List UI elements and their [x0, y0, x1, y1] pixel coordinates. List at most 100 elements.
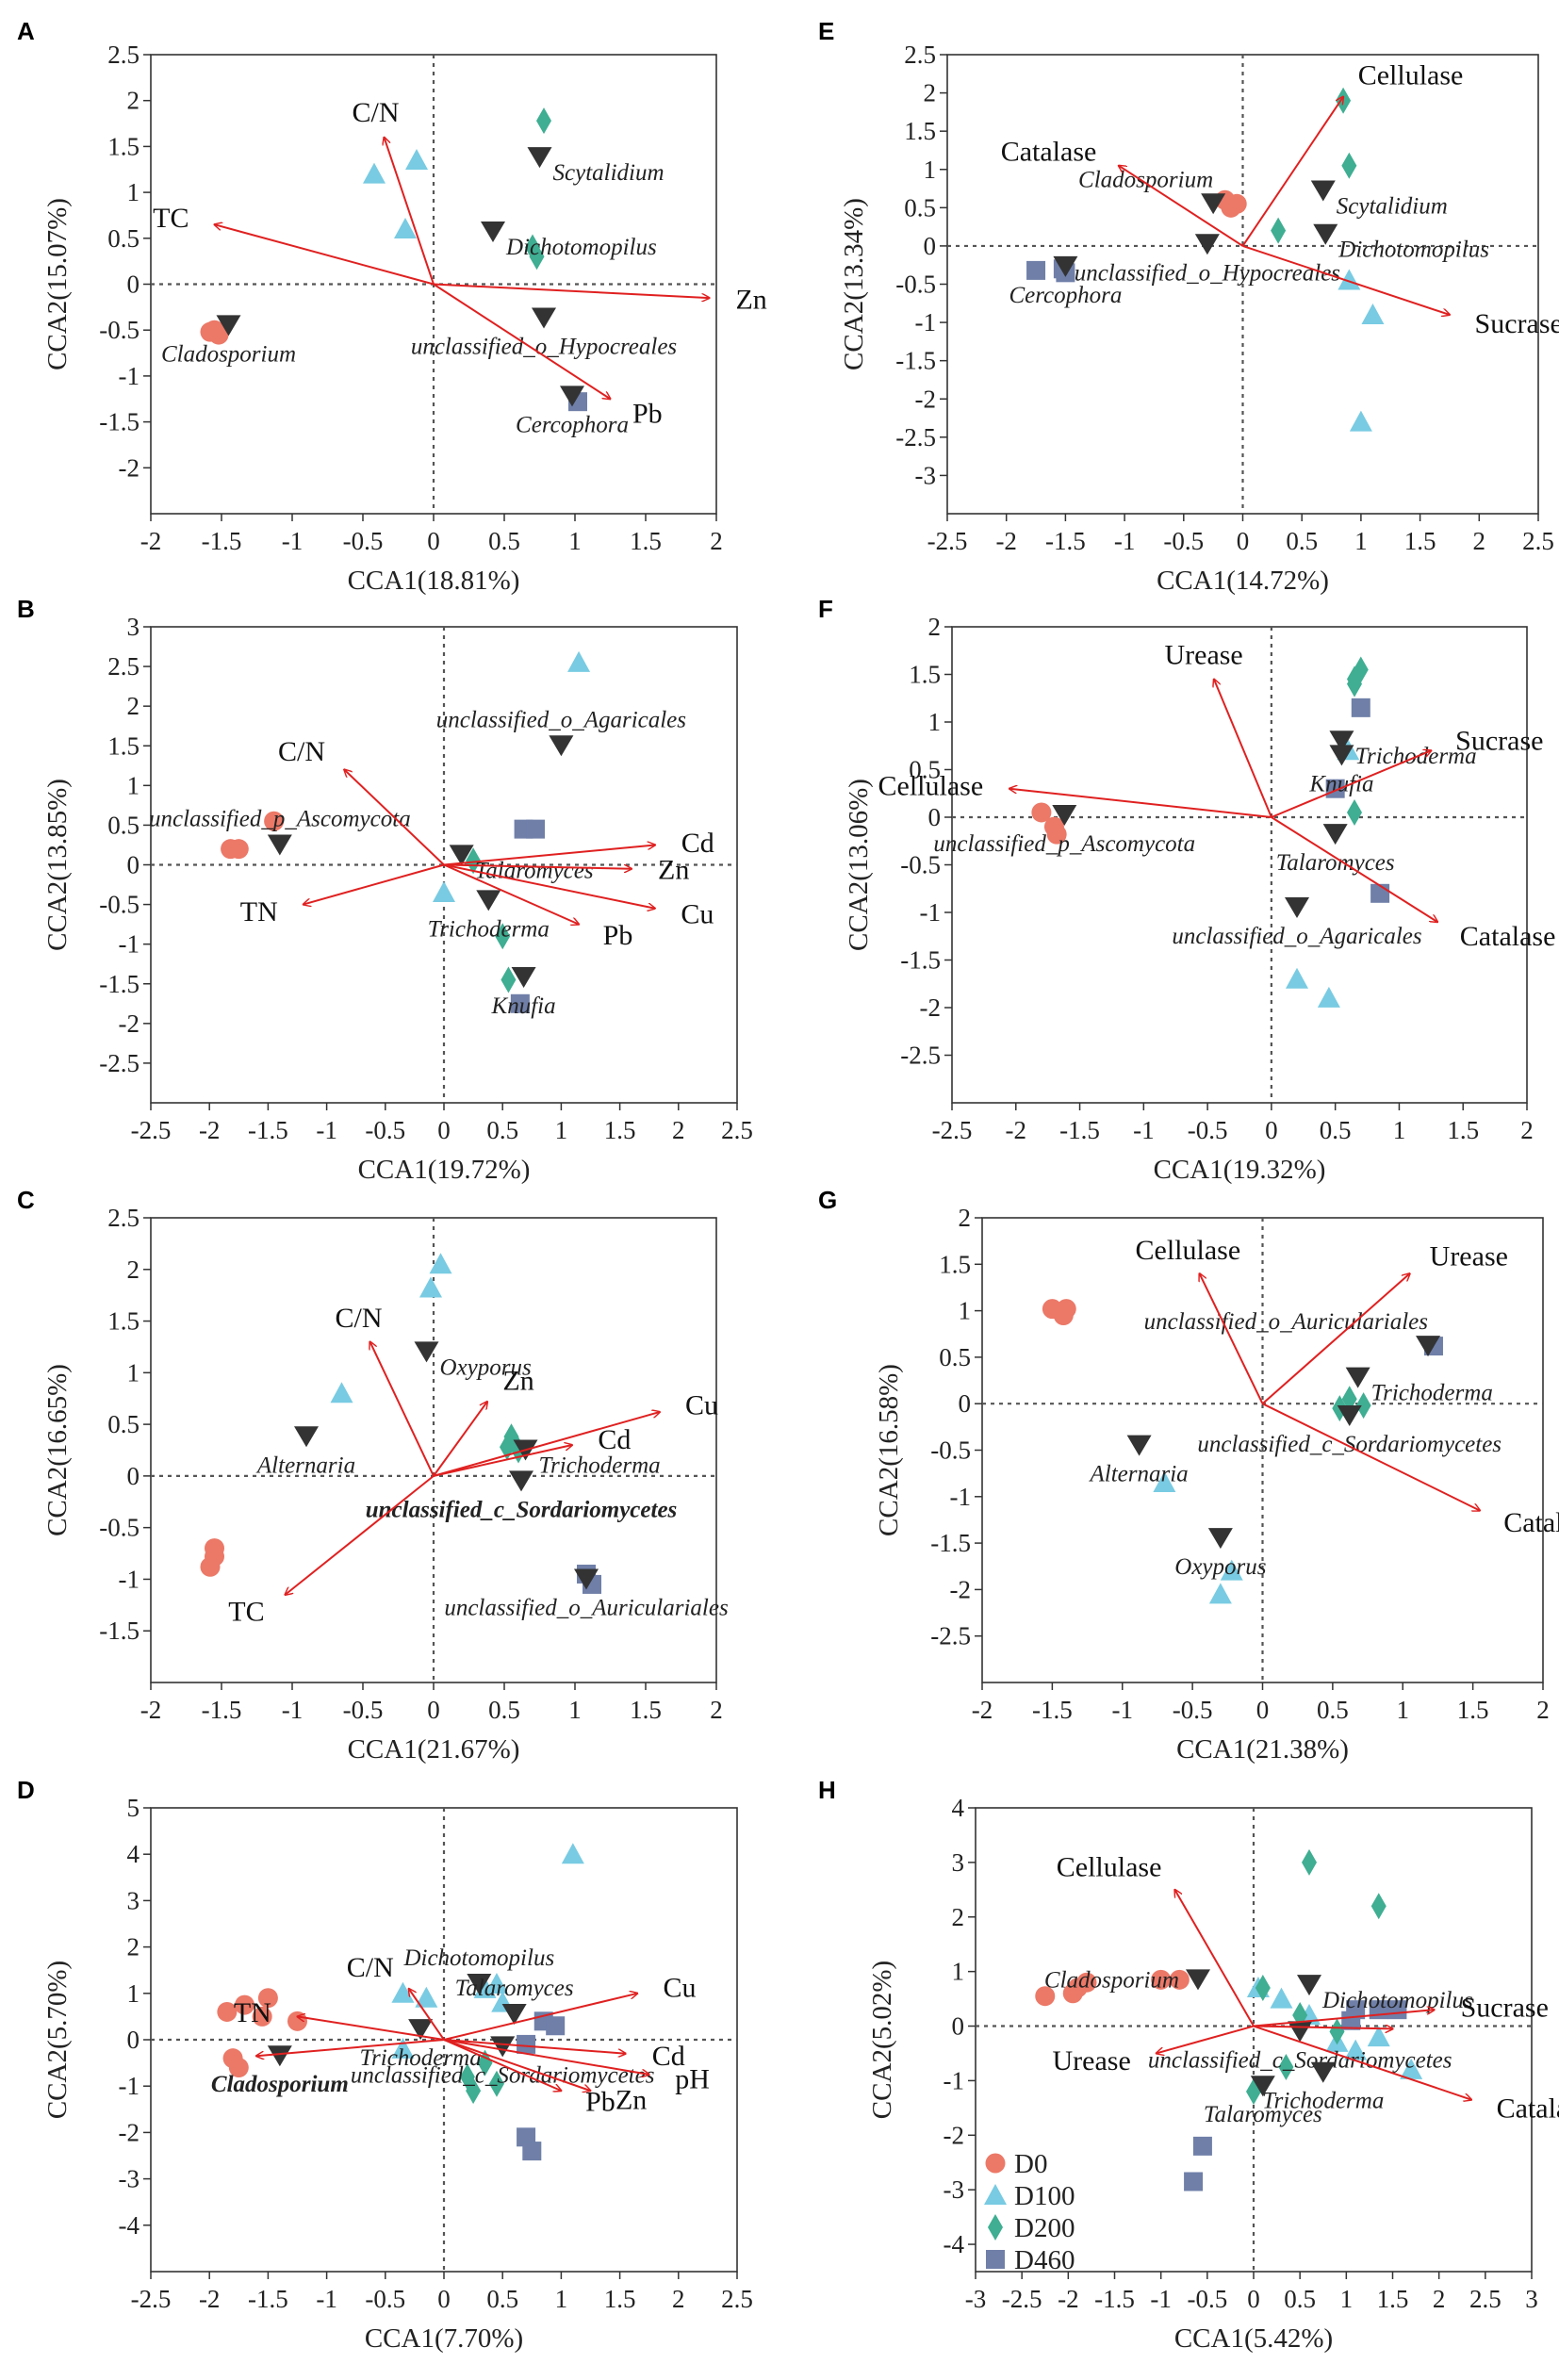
env-arrow — [443, 2039, 561, 2091]
species-marker — [1297, 1975, 1321, 1996]
env-arrow-label: C/N — [278, 736, 325, 767]
panel-label: H — [818, 1776, 836, 1804]
species-label: unclassified_c_Sordariomycetes — [351, 2062, 655, 2088]
sample-d200 — [1271, 217, 1287, 244]
x-tick-label: -0.5 — [1188, 1116, 1228, 1144]
species-marker — [1416, 1336, 1441, 1357]
sample-d200 — [1255, 1975, 1271, 2002]
x-tick-label: -1.5 — [1094, 2285, 1135, 2313]
legend-label-d100: D100 — [1014, 2181, 1075, 2211]
env-arrow — [1253, 2010, 1435, 2027]
y-tick-label: 0.5 — [909, 756, 941, 784]
y-tick-label: 0 — [928, 803, 942, 831]
species-marker — [490, 2036, 516, 2058]
y-tick-label: 2 — [952, 1903, 965, 1931]
y-tick-label: 3 — [127, 1886, 140, 1914]
x-tick-label: -0.5 — [365, 1116, 405, 1144]
y-tick-label: 0.5 — [107, 811, 139, 839]
env-arrow — [304, 863, 445, 905]
x-tick-label: 0.5 — [1320, 1116, 1352, 1144]
sample-d100 — [405, 149, 428, 171]
y-tick-label: -2.5 — [895, 423, 936, 451]
species-marker — [501, 2003, 527, 2025]
x-tick-label: 1.5 — [630, 1696, 662, 1724]
sample-d100 — [429, 1253, 452, 1274]
sample-d0 — [221, 839, 241, 860]
legend-marker-d100 — [984, 2184, 1007, 2205]
y-tick-label: 1 — [959, 1297, 972, 1325]
species-marker — [294, 1426, 319, 1448]
x-axis-label: CCA1(7.70%) — [365, 2323, 523, 2354]
species-label: Knufia — [491, 993, 556, 1019]
y-tick-label: -0.5 — [99, 891, 139, 919]
species-label: Cladosporium — [161, 341, 296, 367]
x-tick-label: -2 — [199, 1116, 221, 1144]
y-tick-label: 2 — [924, 79, 937, 107]
env-arrow-label: Urease — [1164, 640, 1242, 671]
env-arrow — [443, 1994, 637, 2041]
species-label: unclassified_o_Auriculariales — [1144, 1309, 1428, 1335]
species-marker — [1337, 1405, 1362, 1427]
y-tick-label: 2 — [127, 87, 140, 115]
sample-d100 — [1208, 1583, 1232, 1604]
sample-d200 — [495, 923, 511, 950]
x-tick-label: -0.5 — [343, 1696, 384, 1724]
env-arrow — [443, 2039, 649, 2075]
y-tick-label: 2 — [127, 1933, 140, 1961]
x-tick-label: 0.5 — [486, 2285, 518, 2313]
x-tick-label: 1.5 — [1457, 1696, 1489, 1724]
env-arrow-label: TN — [234, 1997, 271, 2028]
env-arrow-label: Cd — [681, 828, 714, 859]
x-tick-label: 1.5 — [1377, 2285, 1409, 2313]
x-tick-label: 1 — [555, 1116, 568, 1144]
x-tick-label: 0 — [427, 527, 440, 555]
species-marker — [1186, 1969, 1210, 1991]
x-tick-label: 1.5 — [1447, 1116, 1479, 1144]
y-tick-label: -1 — [119, 930, 140, 959]
x-tick-label: 1.5 — [604, 1116, 636, 1144]
sample-d0 — [1151, 1969, 1172, 1990]
env-arrow — [1271, 816, 1437, 922]
species-marker — [267, 2045, 292, 2067]
species-label: unclassified_c_Sordariomycetes — [366, 1497, 678, 1522]
species-marker — [1053, 255, 1078, 277]
y-tick-label: 2.5 — [107, 41, 139, 69]
species-marker — [408, 2019, 434, 2041]
y-tick-label: -1 — [119, 1565, 140, 1593]
species-marker — [560, 386, 584, 407]
y-tick-label: 0 — [952, 2012, 965, 2041]
panel-label: E — [818, 17, 834, 45]
env-arrow — [443, 2039, 591, 2091]
sample-d0 — [287, 2011, 307, 2031]
panel-h: H-3 -2.5 -2 -1.5 -1 -0.5 0 0.5 1 1.5 2 2.5 3-4-3-2-1… — [818, 1776, 1559, 2354]
panel-e: E -2.5 -2 -1.5 -1 -0.5 0 0.5 1 1.5 2 2.5 -3 -2.5 -2 -1.… — [818, 17, 1559, 596]
x-tick-label: -1.5 — [248, 1116, 288, 1144]
y-tick-label: 2 — [928, 613, 942, 641]
plot-frame — [951, 626, 1528, 1104]
species-marker — [414, 1341, 439, 1363]
species-marker — [467, 1973, 492, 1994]
y-tick-label: -2 — [950, 1575, 972, 1603]
env-arrow-label: Catalase — [1460, 921, 1556, 952]
x-axis-label: CCA1(19.72%) — [358, 1155, 531, 1185]
env-arrow-label: Cellulase — [1358, 59, 1464, 90]
sample-d100 — [394, 218, 417, 239]
env-arrow — [1174, 1890, 1255, 2027]
env-arrow — [443, 845, 655, 866]
env-arrow-label: C/N — [336, 1303, 383, 1334]
x-tick-label: 2 — [1433, 2285, 1446, 2313]
panel-d: D -2.5 -2 -1.5 -1 -0.5 0 0.5 1 1.5 2 2.5 -4 -3 -2 -1 0 1 2… — [17, 1776, 753, 2354]
env-arrow-label: Zn — [615, 2084, 647, 2115]
env-arrow-label: Urease — [1053, 2045, 1131, 2076]
y-tick-label: 5 — [127, 1794, 140, 1822]
x-tick-label: -0.5 — [343, 527, 384, 555]
species-marker — [1194, 234, 1220, 255]
panel-label: A — [17, 17, 35, 45]
env-arrow-label: C/N — [353, 97, 400, 128]
env-arrow — [298, 2016, 445, 2041]
species-label: Talaromyces — [1276, 850, 1395, 876]
species-label: Trichoderma — [428, 916, 550, 942]
sample-d200 — [1341, 152, 1357, 179]
sample-d0 — [235, 1994, 255, 2015]
